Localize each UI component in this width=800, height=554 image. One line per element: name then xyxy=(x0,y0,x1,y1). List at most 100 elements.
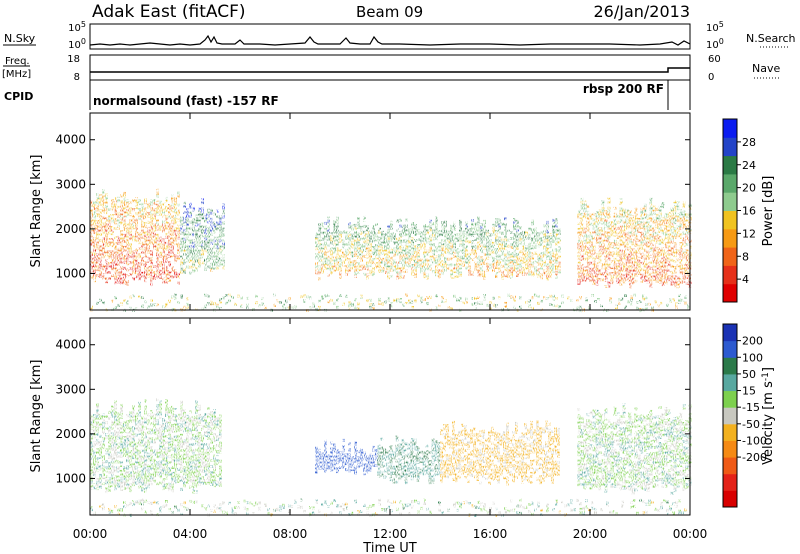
data-cell xyxy=(619,198,623,202)
data-cell xyxy=(443,454,446,458)
data-cell xyxy=(186,438,189,442)
data-cell xyxy=(458,454,461,458)
data-cell xyxy=(546,265,549,269)
data-cell xyxy=(437,469,441,473)
data-cell xyxy=(555,269,558,273)
data-cell xyxy=(486,235,489,239)
data-cell xyxy=(537,259,540,263)
data-cell xyxy=(369,236,372,240)
data-cell xyxy=(153,458,156,462)
data-cell xyxy=(504,229,507,233)
data-cell xyxy=(592,275,596,279)
data-cell xyxy=(491,432,494,436)
data-cell xyxy=(396,261,399,265)
data-cell xyxy=(552,297,555,301)
data-cell xyxy=(195,454,198,458)
nsky-tick-low: 100 xyxy=(68,37,86,51)
data-cell xyxy=(93,471,96,475)
data-cell xyxy=(348,261,351,265)
data-cell xyxy=(348,457,351,461)
data-cell xyxy=(135,475,138,479)
data-cell xyxy=(495,242,498,245)
data-cell xyxy=(390,226,393,230)
data-cell xyxy=(468,267,471,271)
data-cell xyxy=(616,253,620,257)
data-cell xyxy=(592,218,596,222)
data-cell xyxy=(386,471,390,475)
data-cell xyxy=(393,232,396,236)
data-cell xyxy=(552,236,555,240)
data-cell xyxy=(634,267,638,271)
data-cell xyxy=(498,227,501,231)
data-cell xyxy=(619,207,623,211)
data-cell xyxy=(486,303,489,307)
data-cell xyxy=(216,480,219,484)
data-cell xyxy=(93,261,96,265)
data-cell xyxy=(670,225,674,229)
data-cell xyxy=(685,219,689,222)
data-cell xyxy=(336,461,339,465)
data-cell xyxy=(444,244,447,248)
data-cell xyxy=(411,249,414,252)
data-cell xyxy=(357,244,360,247)
data-cell xyxy=(625,211,629,215)
data-cell xyxy=(398,452,402,456)
data-cell xyxy=(150,250,153,254)
data-cell xyxy=(93,420,96,424)
data-cell xyxy=(246,296,249,300)
data-cell xyxy=(174,438,177,442)
data-cell xyxy=(342,447,345,451)
data-cell xyxy=(138,232,141,236)
data-cell xyxy=(396,237,399,241)
data-cell xyxy=(444,256,447,260)
data-cell xyxy=(489,263,492,267)
data-cell xyxy=(339,294,342,297)
data-cell xyxy=(90,215,93,219)
data-cell xyxy=(495,236,498,239)
data-cell xyxy=(655,216,659,220)
data-cell xyxy=(477,237,480,241)
data-cell xyxy=(201,475,204,479)
data-cell xyxy=(183,472,186,476)
data-cell xyxy=(399,242,402,246)
data-cell xyxy=(108,446,111,450)
data-cell xyxy=(613,251,617,255)
data-cell xyxy=(501,222,504,226)
data-cell xyxy=(661,256,665,260)
data-cell xyxy=(165,483,168,486)
data-cell xyxy=(423,275,426,279)
data-cell xyxy=(413,462,417,466)
data-cell xyxy=(153,437,156,441)
data-cell xyxy=(198,228,201,232)
data-cell xyxy=(108,467,111,471)
data-cell xyxy=(476,462,479,466)
data-cell xyxy=(222,296,225,300)
data-cell xyxy=(622,214,626,218)
data-cell xyxy=(476,459,479,463)
data-cell xyxy=(126,262,129,266)
data-cell xyxy=(186,456,189,460)
data-cell xyxy=(93,231,96,235)
data-cell xyxy=(114,200,117,204)
data-cell xyxy=(156,245,159,249)
data-cell xyxy=(488,430,491,434)
data-cell xyxy=(504,226,507,230)
data-cell xyxy=(546,247,549,251)
data-cell xyxy=(516,225,519,229)
data-cell xyxy=(676,276,680,280)
data-cell xyxy=(318,241,321,245)
data-cell xyxy=(165,268,168,272)
data-cell xyxy=(604,249,608,252)
data-cell xyxy=(333,241,336,245)
data-cell xyxy=(619,231,623,235)
data-cell xyxy=(168,216,171,219)
data-cell xyxy=(222,266,225,270)
data-cell xyxy=(443,475,446,479)
data-cell xyxy=(471,225,474,228)
data-cell xyxy=(330,253,333,257)
data-cell xyxy=(108,461,111,465)
data-cell xyxy=(219,417,222,421)
data-cell xyxy=(300,295,303,299)
data-cell xyxy=(577,236,581,240)
